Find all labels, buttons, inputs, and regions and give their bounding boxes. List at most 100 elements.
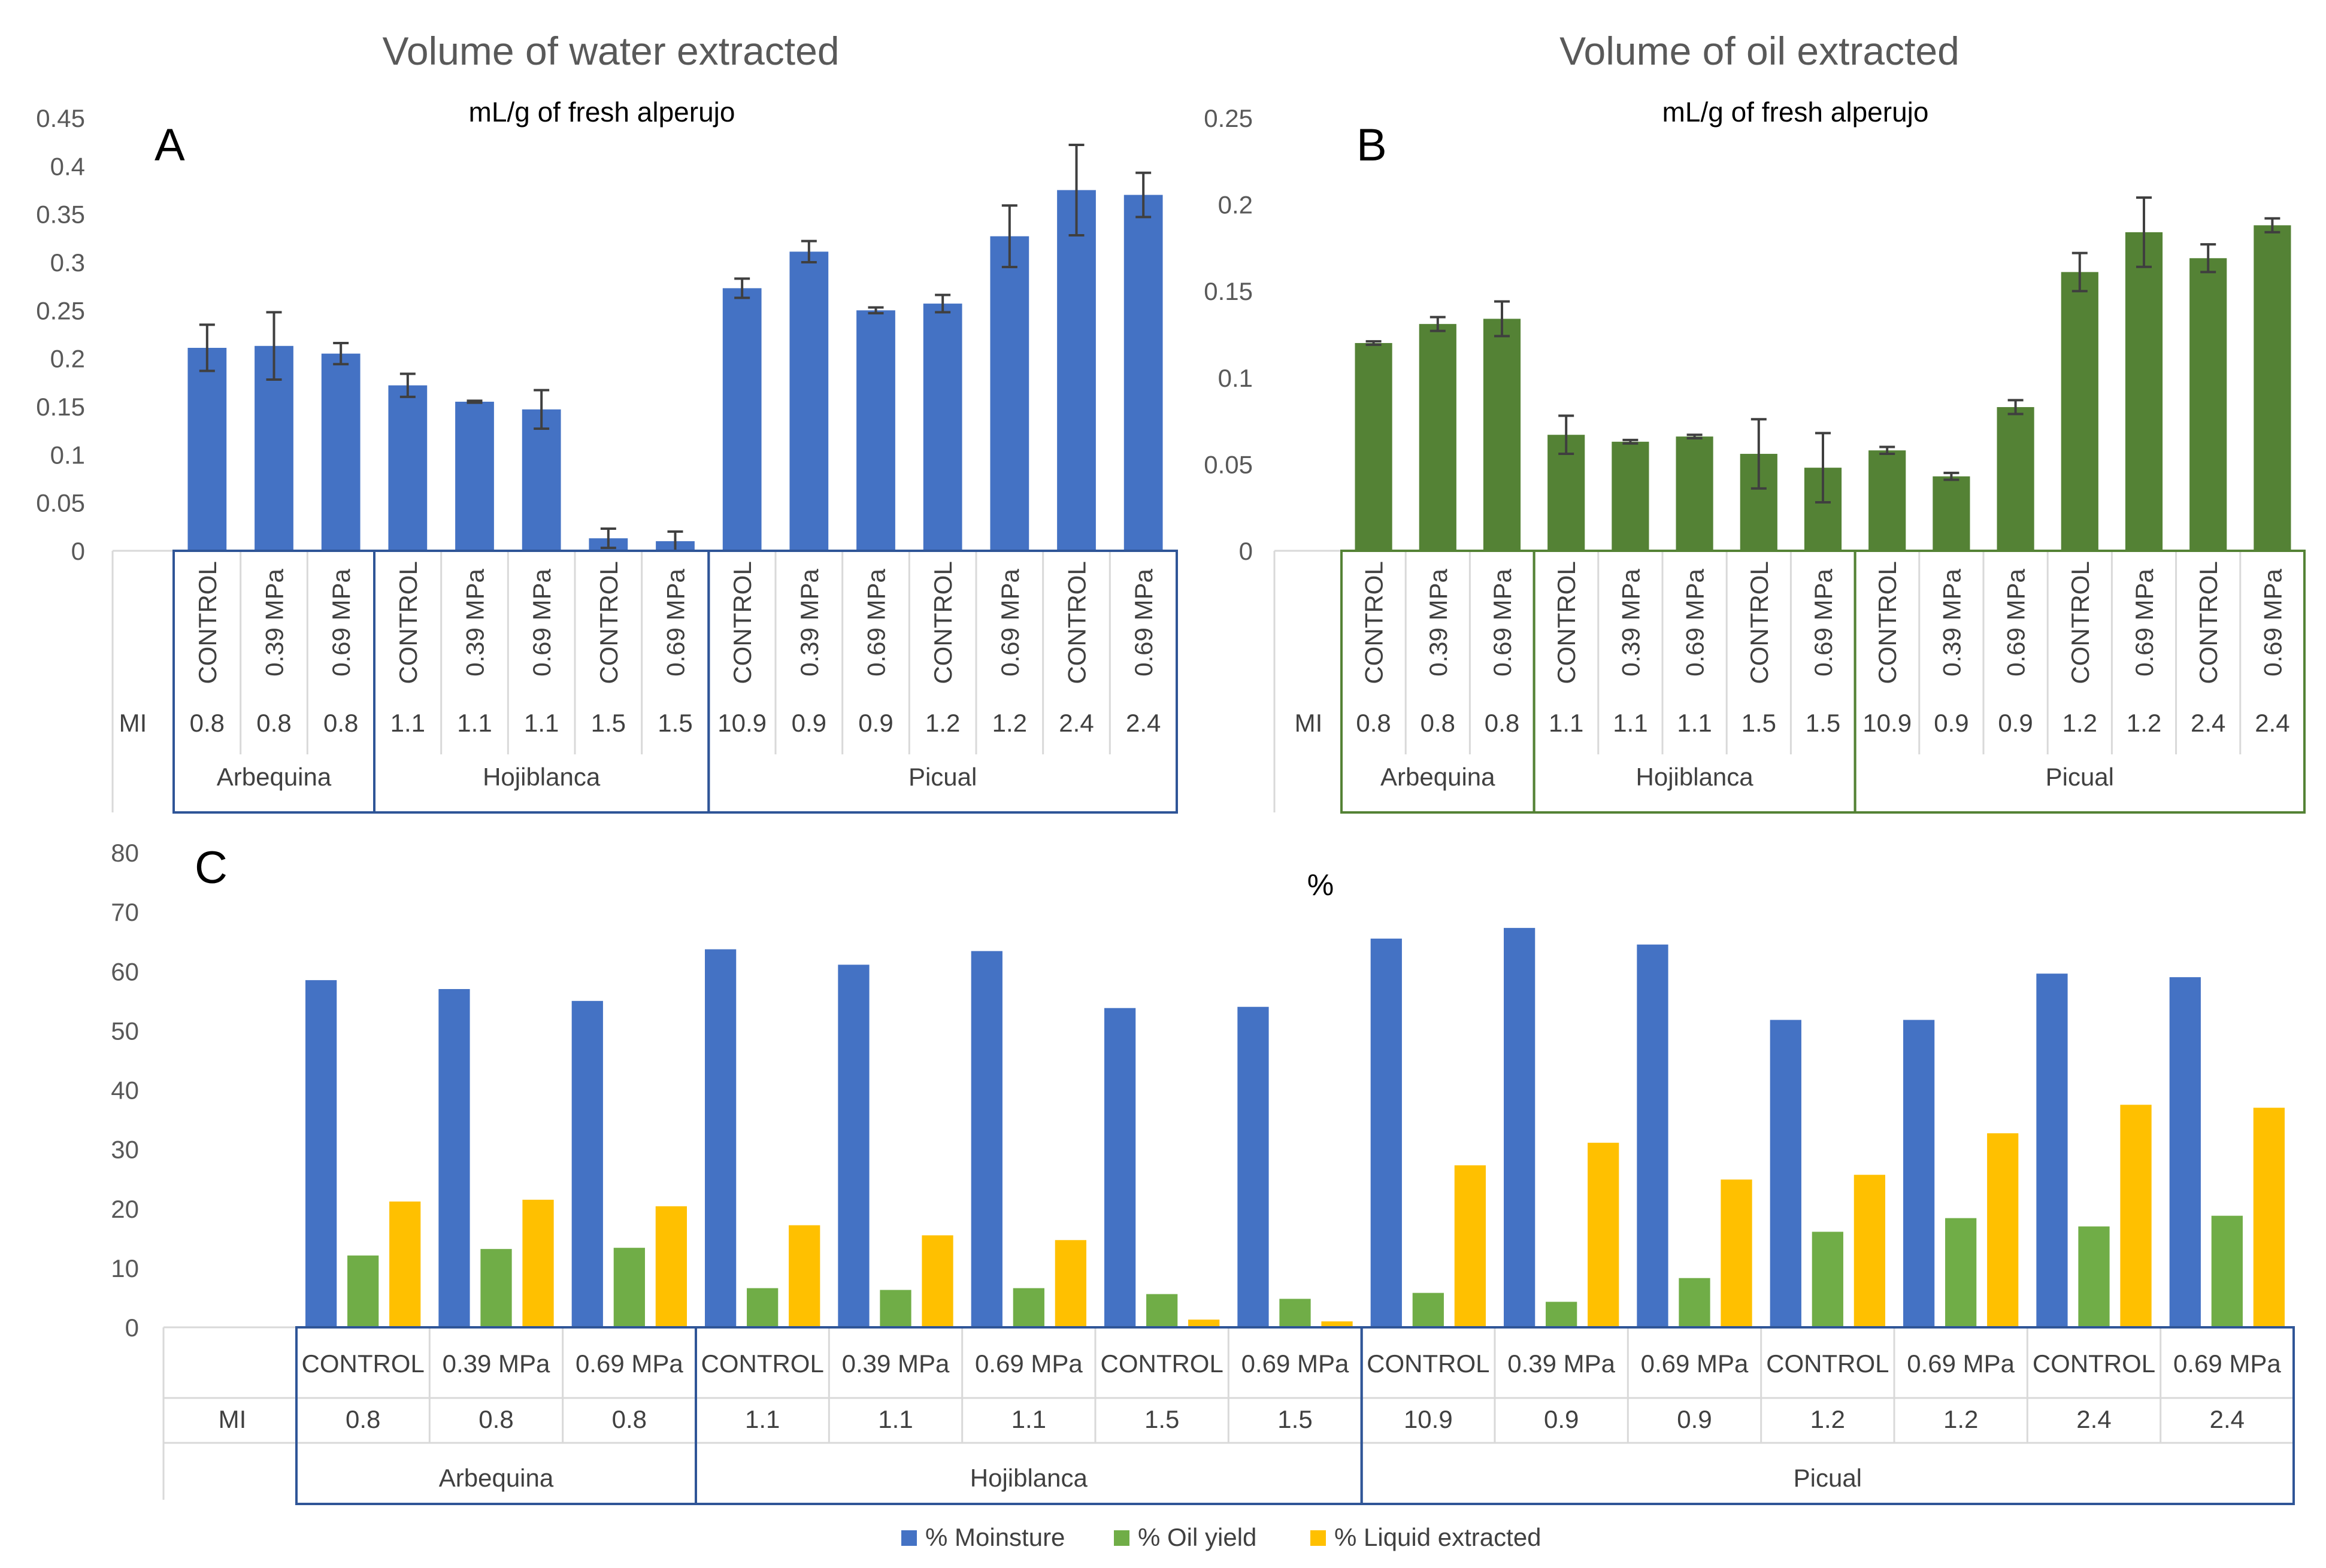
x-treatment-label: 0.69 MPa — [2002, 568, 2030, 676]
variety-group-frame — [707, 550, 1179, 814]
y-tick-label: 80 — [111, 839, 139, 867]
legend-swatch — [1310, 1530, 1326, 1546]
bar — [1412, 1293, 1444, 1327]
bar — [187, 347, 227, 551]
y-tick-label: 20 — [111, 1195, 139, 1223]
chart-title: Volume of oil extracted — [1559, 29, 1959, 73]
variety-label: Hojiblanca — [483, 763, 601, 791]
x-treatment-label: 0.69 MPa — [2173, 1349, 2281, 1378]
bar — [1546, 1302, 1577, 1327]
bar — [1146, 1294, 1178, 1327]
x-treatment-label: CONTROL — [1552, 561, 1580, 684]
panel-letter: A — [155, 120, 185, 171]
bar — [1055, 1240, 1086, 1327]
y-tick-label: 30 — [111, 1136, 139, 1164]
bar — [2036, 973, 2068, 1327]
x-mi-value: 0.8 — [478, 1405, 513, 1433]
x-treatment-label: 0.39 MPa — [443, 1349, 550, 1378]
y-tick-label: 0.2 — [1218, 191, 1253, 219]
x-mi-value: 0.8 — [346, 1405, 380, 1433]
panel-c-percent-chart: % C 0 10 20 30 40 50 60 70 80 CONTROL 0.8 0.39 MPa 0.8… — [111, 839, 2295, 1505]
bar — [923, 304, 962, 551]
x-treatment-label: CONTROL — [1766, 1349, 1889, 1378]
bar — [722, 288, 762, 551]
x-mi-value: 2.4 — [2076, 1405, 2111, 1433]
x-treatment-label: CONTROL — [595, 561, 623, 684]
x-mi-value: 0.9 — [1677, 1405, 1712, 1433]
x-mi-value: 1.1 — [457, 709, 492, 737]
x-mi-value: 2.4 — [2191, 709, 2225, 737]
x-mi-value: 1.5 — [658, 709, 692, 737]
panel-letter: C — [195, 842, 228, 893]
panel-letter: B — [1356, 120, 1387, 171]
x-treatment-label: 0.39 MPa — [461, 568, 489, 676]
bar — [305, 980, 337, 1327]
bar — [1945, 1218, 1977, 1327]
bar — [1987, 1133, 2019, 1327]
x-treatment-label: 0.69 MPa — [1809, 568, 1837, 676]
y-tick-label: 0.05 — [36, 489, 85, 517]
bar — [2078, 1226, 2110, 1327]
bar — [2120, 1105, 2152, 1327]
x-mi-value: 1.1 — [1011, 1405, 1046, 1433]
x-treatment-label: CONTROL — [1360, 561, 1388, 684]
mi-row-label: MI — [219, 1405, 247, 1433]
x-mi-value: 1.2 — [1943, 1405, 1978, 1433]
bar — [655, 1206, 687, 1327]
bar — [1903, 1020, 1935, 1327]
x-mi-value: 1.5 — [591, 709, 626, 737]
variety-label: Picual — [1794, 1464, 1862, 1492]
bar — [1483, 319, 1521, 551]
bar — [1721, 1179, 1752, 1327]
bar — [1057, 190, 1096, 551]
x-mi-value: 1.2 — [992, 709, 1027, 737]
bar — [1812, 1232, 1843, 1327]
x-mi-value: 0.8 — [256, 709, 291, 737]
chart-title: Volume of water extracted — [382, 29, 839, 73]
bar — [1013, 1288, 1044, 1327]
y-tick-label: 50 — [111, 1017, 139, 1045]
variety-label: Arbequina — [1380, 763, 1495, 791]
bar — [438, 988, 470, 1327]
x-treatment-label: 0.69 MPa — [1681, 568, 1709, 676]
x-mi-value: 1.5 — [1277, 1405, 1312, 1433]
bar — [1279, 1299, 1311, 1327]
bar — [971, 951, 1003, 1327]
bar — [522, 409, 561, 551]
x-mi-value: 0.9 — [858, 709, 893, 737]
x-mi-value: 0.9 — [1544, 1405, 1579, 1433]
y-tick-label: 0.1 — [50, 441, 85, 469]
x-treatment-label: CONTROL — [1063, 561, 1091, 684]
x-treatment-label: 0.39 MPa — [261, 568, 289, 676]
x-mi-value: 10.9 — [717, 709, 767, 737]
x-mi-value: 0.9 — [792, 709, 826, 737]
bar — [1588, 1142, 1619, 1327]
x-mi-value: 0.8 — [323, 709, 358, 737]
bar — [1679, 1278, 1710, 1327]
panel-c-legend: % Moinsture % Oil yield % Liquid extracted — [901, 1523, 1541, 1551]
bar — [838, 965, 870, 1327]
bar — [1933, 476, 1970, 551]
chart-subtitle: mL/g of fresh alperujo — [469, 96, 735, 128]
y-tick-label: 0.15 — [1204, 277, 1253, 305]
x-treatment-label: CONTROL — [394, 561, 422, 684]
legend-entry: % Oil yield — [1138, 1523, 1256, 1551]
variety-label: Hojiblanca — [1636, 763, 1754, 791]
x-treatment-label: 0.69 MPa — [996, 568, 1024, 676]
x-treatment-label: CONTROL — [193, 561, 222, 684]
bar — [1504, 927, 1535, 1327]
x-mi-value: 0.9 — [1998, 709, 2033, 737]
variety-label: Hojiblanca — [970, 1464, 1088, 1492]
x-mi-value: 1.5 — [1742, 709, 1776, 737]
bar — [2211, 1215, 2243, 1327]
x-mi-value: 2.4 — [2255, 709, 2289, 737]
x-mi-value: 1.2 — [1810, 1405, 1845, 1433]
x-treatment-label: 0.69 MPa — [975, 1349, 1083, 1378]
panel-a-water-chart: Volume of water extracted mL/g of fresh a… — [36, 29, 1179, 814]
x-mi-value: 1.1 — [390, 709, 425, 737]
bar — [1104, 1008, 1136, 1327]
x-treatment-label: 0.69 MPa — [2258, 568, 2286, 676]
variety-group-frame — [1360, 1326, 2295, 1505]
x-treatment-label: 0.69 MPa — [1241, 1349, 1349, 1378]
